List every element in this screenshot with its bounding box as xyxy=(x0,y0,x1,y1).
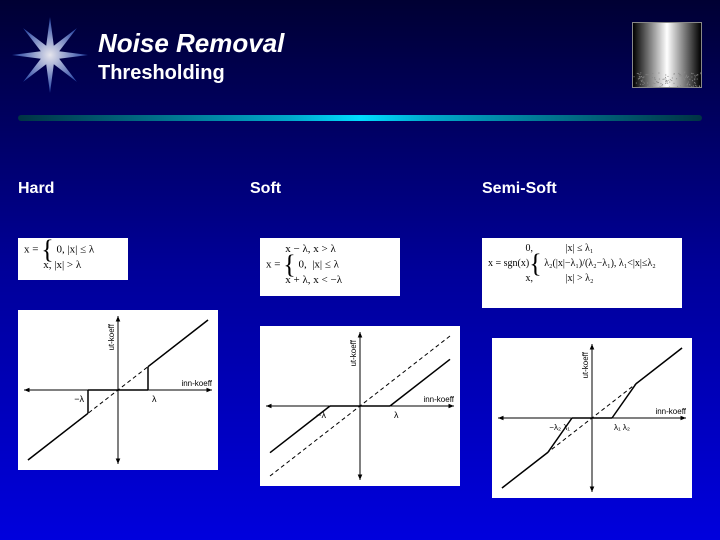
graph-semisoft: −λ₂ λ₁ λ₁ λ₂ inn-koeff ut-koeff xyxy=(492,338,692,498)
svg-text:inn-koeff: inn-koeff xyxy=(423,395,454,404)
columns: Hard x = { 0, |x| ≤ λ x, |x| > λ −λ λ inn-… xyxy=(18,180,702,498)
svg-text:−λ₂ λ₁: −λ₂ λ₁ xyxy=(549,423,570,432)
svg-text:λ₁ λ₂: λ₁ λ₂ xyxy=(614,423,630,432)
svg-text:λ: λ xyxy=(394,410,399,420)
svg-text:ut-koeff: ut-koeff xyxy=(107,323,116,350)
svg-text:−λ: −λ xyxy=(74,394,84,404)
col-soft: Soft x − λ, x > λx = { 0, |x| ≤ λ x + λ,… xyxy=(250,180,470,498)
svg-text:ut-koeff: ut-koeff xyxy=(581,351,590,378)
col-label: Semi-Soft xyxy=(482,180,702,198)
col-label: Hard xyxy=(18,180,238,198)
title-underline xyxy=(18,115,702,121)
col-hard: Hard x = { 0, |x| ≤ λ x, |x| > λ −λ λ inn-… xyxy=(18,180,238,498)
formula-soft: x − λ, x > λx = { 0, |x| ≤ λ x + λ, x < … xyxy=(260,238,400,296)
formula-semisoft: 0, |x| ≤ λ₁x = sgn(x){ λ₂(|x|−λ₁)/(λ₂−λ₁… xyxy=(482,238,682,308)
page-subtitle: Thresholding xyxy=(98,62,225,85)
graph-soft: −λ λ inn-koeff ut-koeff xyxy=(260,326,460,486)
svg-text:λ: λ xyxy=(152,394,157,404)
formula-hard: x = { 0, |x| ≤ λ x, |x| > λ xyxy=(18,238,128,280)
svg-text:ut-koeff: ut-koeff xyxy=(349,339,358,366)
col-semisoft: Semi-Soft 0, |x| ≤ λ₁x = sgn(x){ λ₂(|x|−… xyxy=(482,180,702,498)
star-icon xyxy=(10,15,90,95)
header: Noise Removal Thresholding xyxy=(0,0,720,140)
svg-text:inn-koeff: inn-koeff xyxy=(181,379,212,388)
graph-hard: −λ λ inn-koeff ut-koeff xyxy=(18,310,218,470)
svg-text:inn-koeff: inn-koeff xyxy=(655,407,686,416)
col-label: Soft xyxy=(250,180,470,198)
page-title: Noise Removal xyxy=(98,28,284,59)
thumbnail-image xyxy=(632,22,702,88)
svg-text:−λ: −λ xyxy=(316,410,326,420)
